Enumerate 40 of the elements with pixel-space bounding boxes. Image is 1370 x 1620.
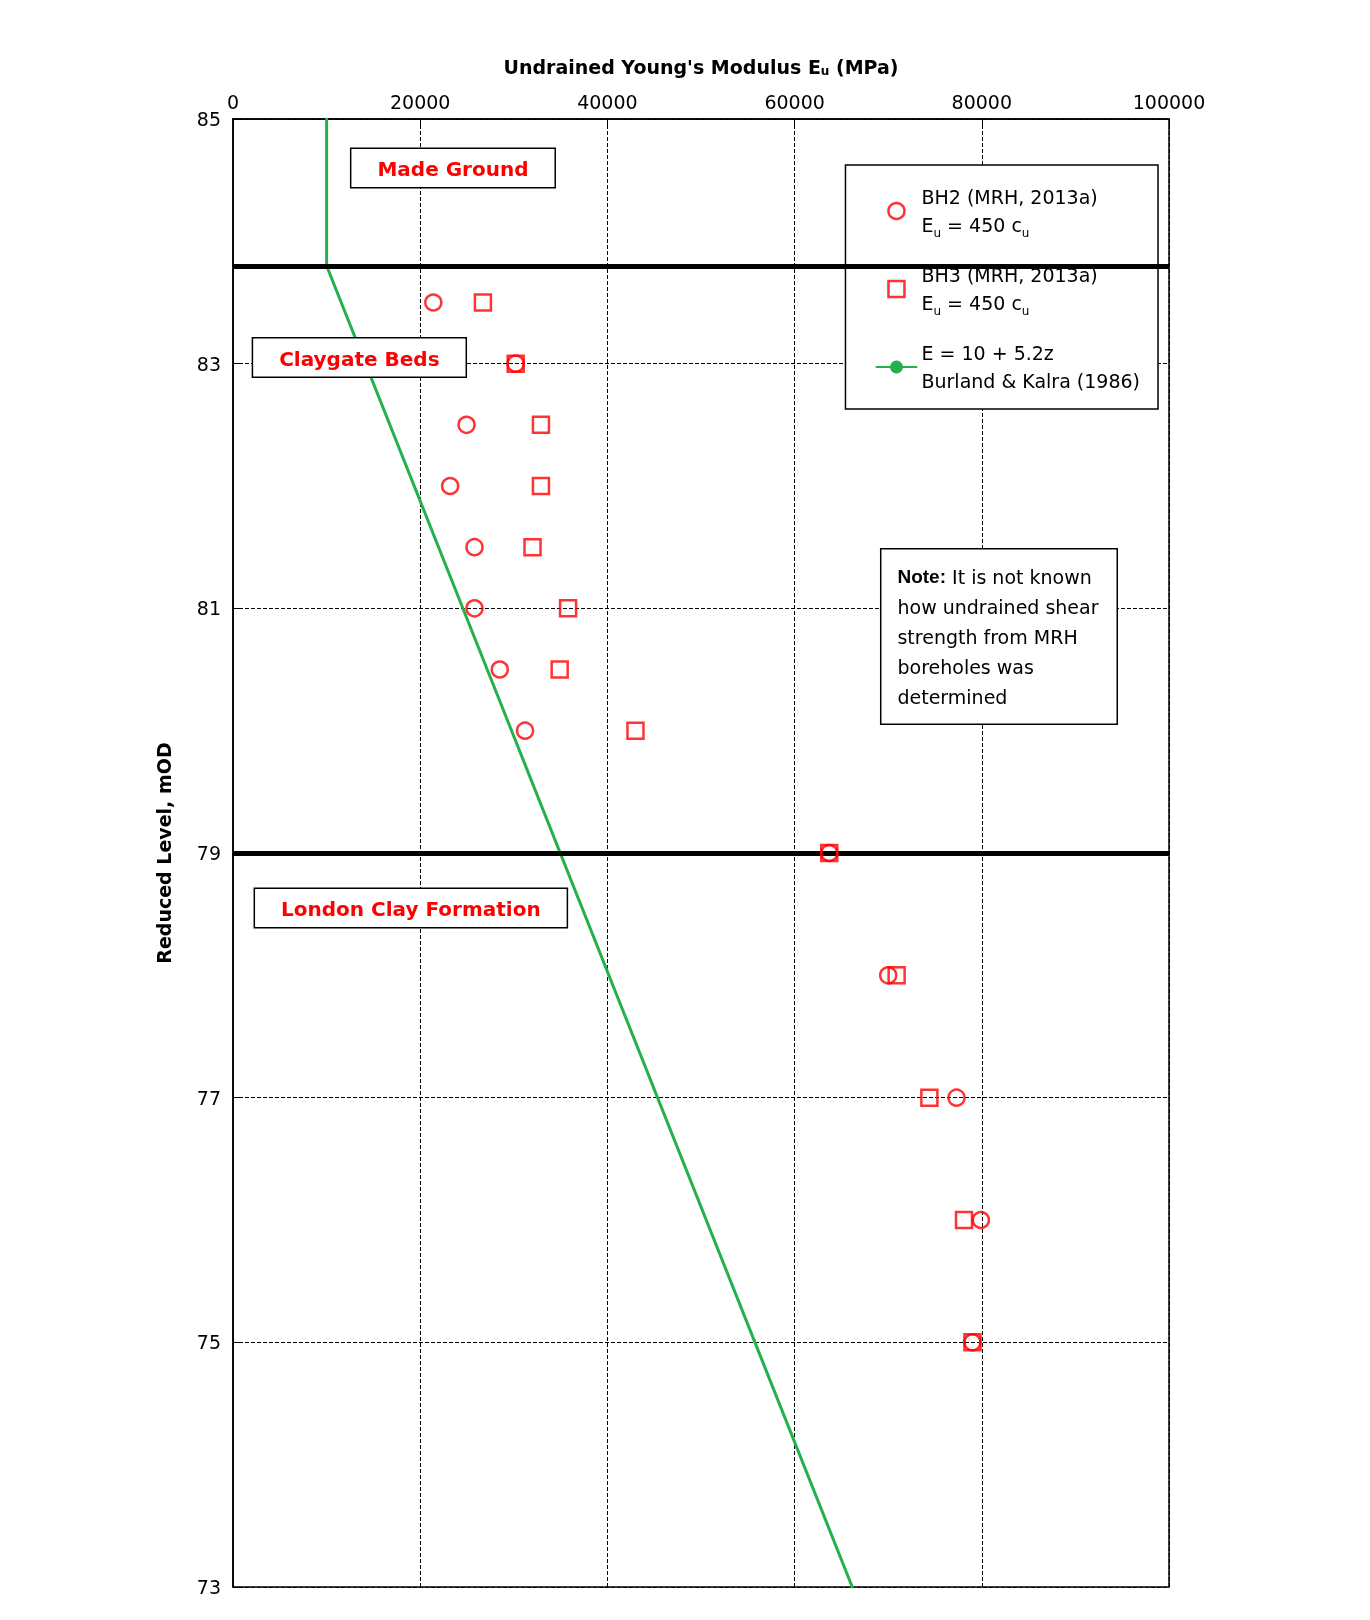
y-tick-label: 77 <box>196 1086 221 1109</box>
y-tick-label: 83 <box>196 352 221 375</box>
x-tick-label: 100000 <box>1132 90 1206 113</box>
point <box>440 476 460 496</box>
point <box>971 1210 991 1230</box>
point <box>626 721 645 740</box>
point <box>457 415 476 435</box>
x-tick-label: 0 <box>226 90 240 113</box>
point <box>490 660 510 679</box>
point <box>887 966 906 985</box>
annotation: Made Ground <box>377 156 529 181</box>
y-tick-label: 75 <box>196 1331 221 1354</box>
y-tick-label: 73 <box>196 1576 221 1598</box>
point <box>550 660 569 679</box>
point <box>920 1088 939 1107</box>
x-tick-label: 20000 <box>389 90 451 113</box>
y-tick-label: 79 <box>196 842 221 864</box>
x-tick-label: 60000 <box>764 90 825 113</box>
point <box>947 1088 966 1107</box>
point <box>424 293 443 312</box>
x-tick-label: 80000 <box>951 90 1013 113</box>
point <box>473 293 493 312</box>
y-tick-label: 85 <box>196 108 221 130</box>
point <box>465 599 484 618</box>
legend-label: E = 10 + 5.2z Burland & Kalra (1986) <box>921 342 1140 392</box>
x-tick-label: 40000 <box>577 90 638 113</box>
point <box>531 476 551 496</box>
annotation: Claygate Beds <box>279 346 440 371</box>
point <box>878 966 898 985</box>
x-axis-title: Undrained Young's Modulus Eu (MPa) <box>503 56 899 78</box>
annotation: Note: It is not known how undrained shear strength from MRH boreholes was determined <box>897 565 1099 708</box>
point <box>558 599 578 618</box>
point <box>515 721 535 740</box>
y-axis-title: Reduced Level, mOD <box>152 742 175 964</box>
point <box>954 1210 974 1230</box>
point <box>465 537 484 557</box>
y-tick-label: 81 <box>196 597 221 620</box>
annotation: London Clay Formation <box>281 897 541 922</box>
point <box>523 537 542 557</box>
point <box>531 415 551 435</box>
